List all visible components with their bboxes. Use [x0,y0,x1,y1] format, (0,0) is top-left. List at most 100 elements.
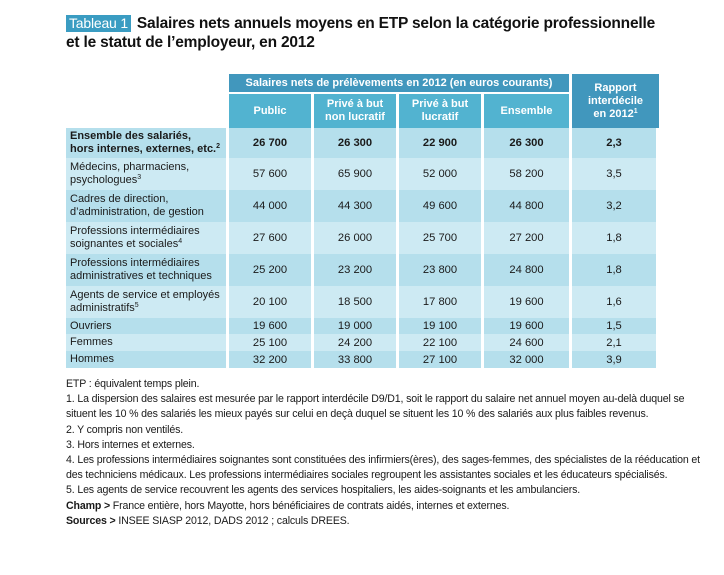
salary-cell: 22 100 [399,334,484,351]
note-5: 5. Les agents de service recouvrent les … [66,484,581,497]
salary-cell: 32 200 [229,351,314,368]
note-3: 3. Hors internes et externes. [66,438,195,451]
column-header: Public [229,94,314,128]
table-row: Professions intermédiaires administrative… [66,254,659,286]
footnote-ref: 5 [134,302,139,309]
table-row: Ouvriers 19 600 19 000 19 100 19 600 1,5 [66,318,659,334]
note-sources: Sources > INSEE SIASP 2012, DADS 2012 ; … [66,514,711,529]
ratio-cell: 2,3 [572,128,659,158]
row-label-text: Professions intermédiaires [70,225,200,237]
ratio-header-l3: en 2012 [593,107,634,120]
row-label-text: Hommes [70,353,115,365]
salary-cell: 18 500 [314,286,399,318]
note-etp: ETP : équivalent temps plein. [66,378,200,390]
ratio-header-l2: interdécile [587,94,644,107]
sources-label: Sources > [66,514,116,527]
salary-cell: 26 300 [484,128,572,158]
ratio-cell: 3,2 [572,190,659,222]
column-header-text: Privé à but [326,98,384,110]
table-badge: Tableau 1 [66,15,131,32]
column-header-text: Public [253,104,287,117]
ratio-cell: 2,1 [572,334,659,351]
note-2: 2. Y compris non ventilés. [66,423,184,436]
row-label: Ouvriers [66,318,229,334]
salary-cell: 27 600 [229,222,314,254]
title-line-2: et le statut de l’employeur, en 2012 [66,34,315,51]
row-label: Professions intermédiaires soignantes et … [66,222,229,254]
row-label-text: psychologues [70,174,138,186]
salary-table: Salaires nets de prélèvements en 2012 (e… [66,74,659,368]
table-row: Médecins, pharmaciens, psychologues3 57 60… [66,158,659,190]
footnote-ref: 3 [137,174,142,181]
row-label: Hommes [66,351,229,368]
champ-text: France entière, hors Mayotte, hors bénéf… [109,499,510,512]
table-row: Hommes 32 200 33 800 27 100 32 000 3,9 [66,351,659,368]
salary-cell: 27 200 [484,222,572,254]
column-header-text: lucratif [421,111,459,123]
ratio-cell: 3,9 [572,351,659,368]
footnote-ref: 2 [216,143,221,150]
group-header: Salaires nets de prélèvements en 2012 (e… [229,74,572,94]
ratio-cell: 1,8 [572,254,659,286]
note-champ: Champ > France entière, hors Mayotte, ho… [66,499,711,514]
column-header-text: Privé à but [411,98,469,110]
column-header-text: Ensemble [500,104,553,117]
row-label-text: Professions intermédiaires [70,257,200,269]
row-label: Médecins, pharmaciens, psychologues3 [66,158,229,190]
salary-cell: 32 000 [484,351,572,368]
row-label-text: Femmes [70,336,113,348]
salary-cell: 25 700 [399,222,484,254]
row-label: Femmes [66,334,229,351]
row-label-text: Agents de service et employés [70,289,220,301]
salary-cell: 19 100 [399,318,484,334]
salary-cell: 26 700 [229,128,314,158]
table-row: Cadres de direction, d’administration, de… [66,190,659,222]
salary-cell: 44 800 [484,190,572,222]
column-header: Ensemble [484,94,572,128]
row-label-text: Ensemble des salariés, [70,130,192,142]
row-label-text: d’administration, de gestion [70,206,204,218]
salary-cell: 25 200 [229,254,314,286]
salary-cell: 24 200 [314,334,399,351]
salary-cell: 25 100 [229,334,314,351]
salary-cell: 22 900 [399,128,484,158]
row-label-text: Ouvriers [70,319,112,332]
table-row: Femmes 25 100 24 200 22 100 24 600 2,1 [66,334,659,351]
salary-cell: 58 200 [484,158,572,190]
column-header: Privé à but lucratif [399,94,484,128]
empty-corner [66,74,229,128]
ratio-header-l1: Rapport [594,81,637,94]
salary-cell: 19 600 [229,318,314,334]
note-1: 1. La dispersion des salaires est mesuré… [66,393,685,421]
table-title: Tableau 1 Salaires nets annuels moyens en… [66,14,706,52]
row-label-text: administratifs [70,302,135,314]
salary-cell: 26 300 [314,128,399,158]
salary-cell: 44 000 [229,190,314,222]
row-label-text: administratives et techniques [70,270,212,282]
salary-cell: 19 600 [484,318,572,334]
row-label-text: soignantes et sociales [70,238,179,250]
salary-cell: 20 100 [229,286,314,318]
row-label-text: Cadres de direction, [70,193,169,205]
table-row: Agents de service et employés administrat… [66,286,659,318]
row-label-text: Médecins, pharmaciens, [70,161,190,173]
footnotes: ETP : équivalent temps plein. 1. La disp… [66,377,711,529]
salary-cell: 23 200 [314,254,399,286]
salary-cell: 49 600 [399,190,484,222]
salary-cell: 65 900 [314,158,399,190]
salary-cell: 27 100 [399,351,484,368]
salary-cell: 19 600 [484,286,572,318]
ratio-cell: 3,5 [572,158,659,190]
salary-cell: 24 800 [484,254,572,286]
ratio-sup: 1 [633,107,638,115]
note-4: 4. Les professions intermédiaires soigna… [66,454,700,482]
row-label: Agents de service et employés administrat… [66,286,229,318]
ratio-cell: 1,5 [572,318,659,334]
salary-cell: 19 000 [314,318,399,334]
row-label: Ensemble des salariés, hors internes, ext… [66,128,229,158]
footnote-ref: 4 [178,238,183,245]
salary-cell: 57 600 [229,158,314,190]
salary-cell: 52 000 [399,158,484,190]
title-line-1: Salaires nets annuels moyens en ETP selo… [136,15,656,32]
salary-cell: 17 800 [399,286,484,318]
